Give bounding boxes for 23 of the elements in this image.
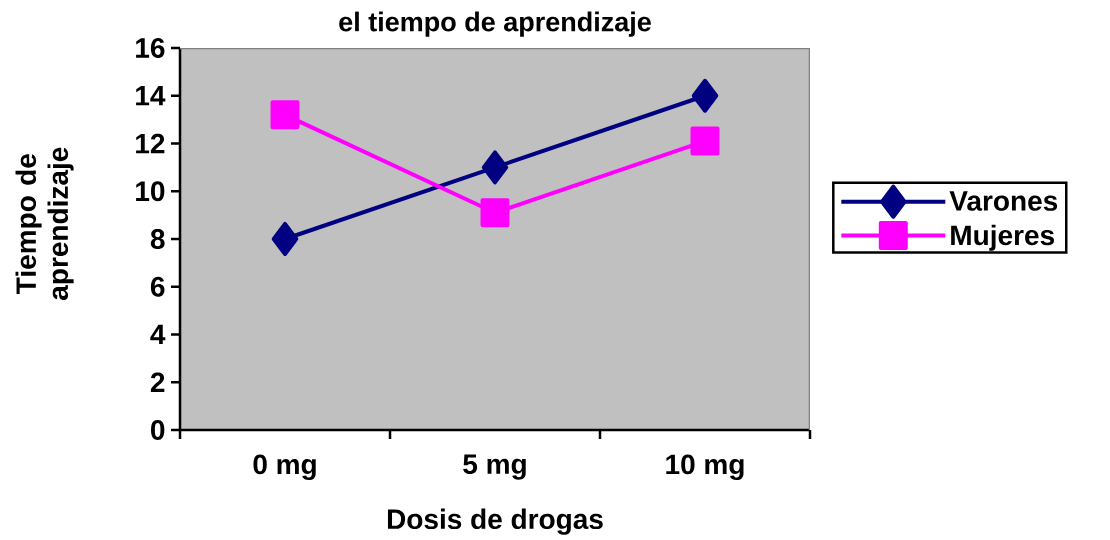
x-tick-label: 10 mg — [666, 454, 744, 480]
point — [271, 221, 299, 256]
y-tick-label: 16 — [136, 38, 165, 58]
point — [690, 126, 720, 156]
y-tick-label: 2 — [150, 372, 165, 393]
legend-label: Mujeres — [951, 224, 1054, 251]
point — [270, 100, 300, 130]
chart-title: el tiempo de aprendizaje — [339, 11, 651, 37]
y-tick-label: 8 — [150, 229, 165, 249]
y-axis-title: Tiempo de aprendizaje — [15, 147, 74, 300]
y-tick-label: 6 — [150, 276, 165, 297]
y-tick-label: 10 — [136, 181, 165, 202]
y-tick-label: 12 — [136, 133, 165, 154]
x-tick-label: 5 mg — [463, 454, 526, 480]
y-tick-label: 14 — [136, 86, 166, 106]
point — [481, 150, 509, 185]
x-tick-label: 0 mg — [253, 454, 316, 480]
point — [691, 78, 719, 113]
y-tick-label: 4 — [150, 324, 166, 345]
point — [480, 198, 510, 228]
x-axis-title: Dosis de drogas — [387, 508, 603, 535]
y-tick-label: 0 — [151, 420, 165, 440]
legend-label: Varones — [949, 191, 1058, 211]
